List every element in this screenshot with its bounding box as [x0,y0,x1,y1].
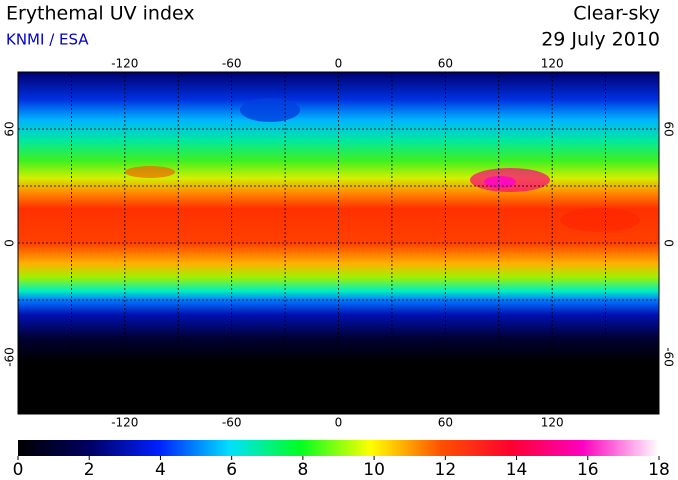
colorbar-scale [18,440,659,456]
hotspot [560,208,640,232]
colorbar-tick-label: 2 [84,460,95,480]
colorbar-tick-label: 18 [648,460,670,480]
lon-tick-label: 120 [541,57,564,71]
colorbar-tick-label: 10 [363,460,385,480]
colorbar-tick-label: 12 [435,460,457,480]
colorbar-tick-label: 0 [13,460,24,480]
lat-tick-label: 0 [662,239,676,247]
lat-tick-label: -60 [3,347,17,367]
lon-tick-label: -120 [111,416,138,430]
lat-tick-label: -60 [662,347,676,367]
lon-tick-label: 60 [438,416,453,430]
lat-tick-label: 60 [3,121,17,136]
lat-tick-label: 0 [3,239,17,247]
colorbar-tick-label: 8 [297,460,308,480]
lon-tick-label: 60 [438,57,453,71]
hotspot [484,176,516,188]
lon-tick-label: 120 [541,416,564,430]
greenland [240,98,300,122]
map [17,71,660,415]
lon-tick-label: -60 [222,57,242,71]
colorbar-tick-label: 16 [577,460,599,480]
colorbar-tick-label: 4 [155,460,166,480]
hotspot [125,166,175,178]
colorbar [17,440,660,460]
source: KNMI / ESA [6,31,89,49]
lon-tick-label: 0 [335,57,343,71]
condition: Clear-sky [573,3,660,25]
date: 29 July 2010 [541,29,660,51]
lon-tick-label: 0 [335,416,343,430]
lon-tick-label: -120 [111,57,138,71]
colorbar-tick-label: 14 [506,460,528,480]
lon-tick-label: -60 [222,416,242,430]
lat-tick-label: 60 [662,121,676,136]
title: Erythemal UV index [6,3,195,25]
colorbar-tick-label: 6 [226,460,237,480]
